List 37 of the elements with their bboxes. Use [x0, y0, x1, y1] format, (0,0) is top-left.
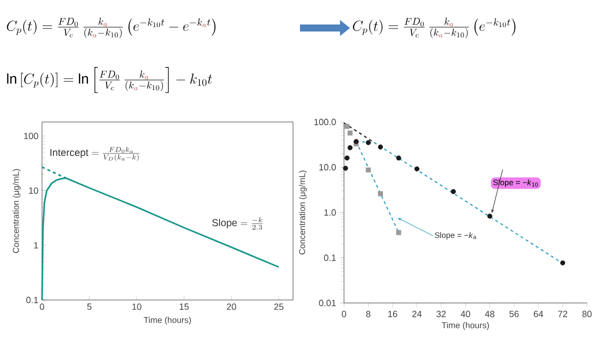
y-tick-label: 10.0	[319, 164, 336, 170]
x-tick-label: 56	[509, 310, 519, 318]
annotation: Slope = −k$_{10}$	[493, 179, 538, 187]
y-tick-label: 100.0	[314, 118, 336, 126]
x-tick-label: 24	[412, 310, 422, 318]
annotation: $\text{Slope} = \frac{-k}{2.3}$	[212, 217, 263, 230]
x-tick-label: 8	[366, 310, 370, 318]
y-axis-title: Concentration (μg/mL)	[12, 169, 21, 253]
x-axis-title: Time (hours)	[144, 316, 191, 325]
text: $C_p(t) = \frac{FD_0}{V_c}\,\frac{k_{\color[HTML]{C0504D}a}}{(k_{\color[HTML]{C0504D}a} - k_{10})}\left(e^{-k_{10}t} - e^{-k_{\color[HTML]{C0504D}a}t}\right)$	[6, 18, 216, 38]
x-tick-label: 64	[534, 310, 544, 318]
x-tick-label: 20	[226, 304, 236, 310]
y-tick-label: 1.0	[324, 209, 336, 216]
y-tick-label: 0.1	[26, 296, 38, 304]
x-tick-label: 15	[180, 304, 189, 310]
y-tick-label: 0.01	[319, 300, 336, 306]
x-tick-label: 0	[40, 304, 44, 310]
x-tick-label: 80	[582, 310, 592, 318]
annotation: Slope = −k$_{a}$	[434, 232, 476, 240]
y-tick-label: 100	[24, 132, 38, 140]
y-axis-title: Concentration (μg/mL)	[298, 170, 307, 254]
x-tick-label: 5	[87, 304, 92, 310]
x-tick-label: 32	[436, 310, 446, 318]
x-axis-title: Time (hours)	[442, 322, 489, 330]
x-tick-label: 40	[460, 310, 470, 318]
y-tick-label: 1	[34, 242, 38, 248]
x-tick-label: 48	[484, 310, 494, 318]
text: $C_p(t) = \frac{FD_0}{V_c}\,\frac{k_{\color[HTML]{C0504D}a}}{(k_{\color[HTML]{C0504D}a} - k_{10})}\left(e^{-k_{10}t}\right)$	[352, 18, 516, 38]
x-tick-label: 10	[132, 304, 142, 310]
y-tick-label: 0.1	[324, 254, 336, 261]
x-tick-label: 25	[274, 304, 284, 310]
x-tick-label: 0	[342, 310, 346, 318]
x-tick-label: 16	[388, 310, 398, 318]
annotation: $\text{Intercept} = \frac{FD_0k_a}{V_D(k_a - k)}$	[50, 146, 140, 162]
x-tick-label: 72	[558, 310, 568, 318]
text: $\ln\left[C_p(t)\right] = \ln\left[\frac{FD_0}{V_c}\,\frac{k_{\color[HTML]{C0504D}a}}{(k_{\color[HTML]{C0504D}a} - k_{10})}\right] - k_{10}t$	[7, 67, 212, 93]
y-tick-label: 10	[29, 187, 38, 194]
